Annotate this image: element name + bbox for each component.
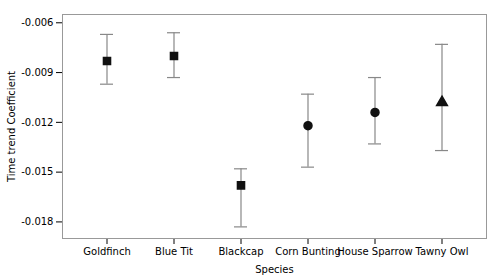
svg-text:Tawny Owl: Tawny Owl <box>414 246 468 257</box>
svg-text:Species: Species <box>255 264 294 275</box>
svg-text:Corn Bunting: Corn Bunting <box>275 246 340 257</box>
svg-text:Blue Tit: Blue Tit <box>155 246 193 257</box>
svg-text:-0.018: -0.018 <box>21 216 53 227</box>
svg-text:-0.009: -0.009 <box>21 67 53 78</box>
svg-text:-0.015: -0.015 <box>21 166 53 177</box>
svg-text:House Sparrow: House Sparrow <box>337 246 412 257</box>
svg-text:Goldfinch: Goldfinch <box>83 246 130 257</box>
svg-text:Time trend Coefficient: Time trend Coefficient <box>6 71 17 183</box>
svg-text:-0.006: -0.006 <box>21 17 53 28</box>
svg-text:Blackcap: Blackcap <box>218 246 263 257</box>
svg-text:-0.012: -0.012 <box>21 117 53 128</box>
